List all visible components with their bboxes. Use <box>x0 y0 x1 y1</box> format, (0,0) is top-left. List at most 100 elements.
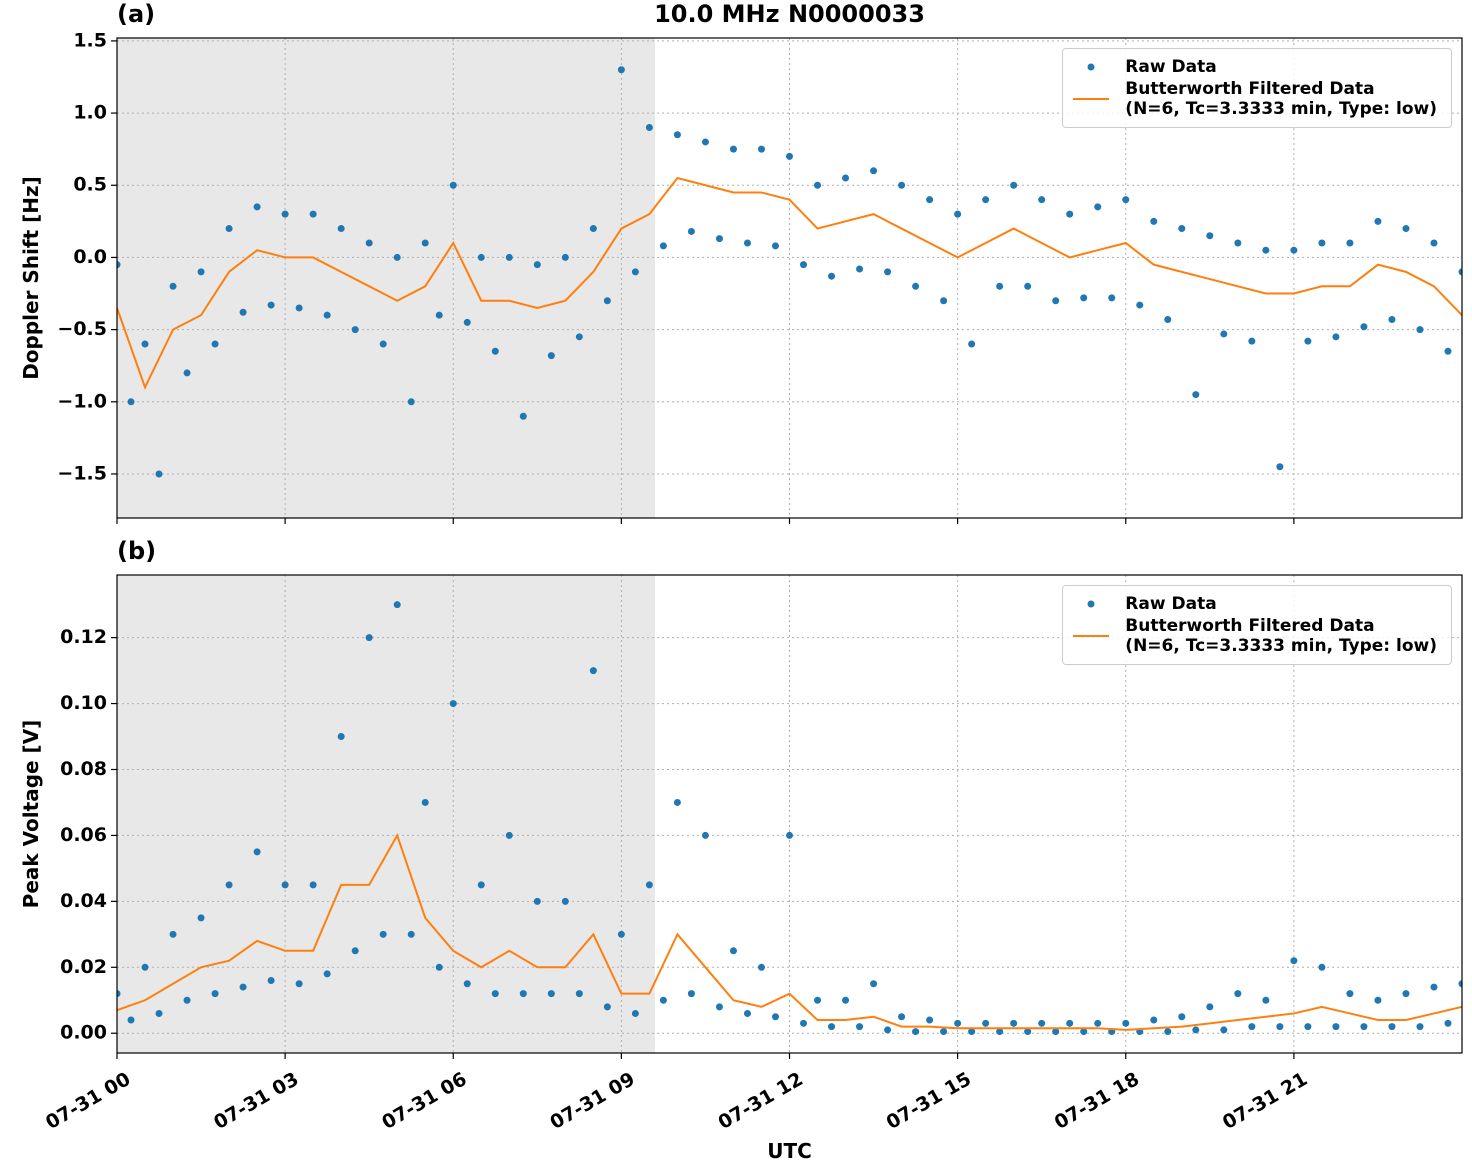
raw-point <box>771 242 779 250</box>
raw-point <box>407 398 415 406</box>
raw-point <box>533 897 541 905</box>
raw-point <box>673 131 681 139</box>
raw-point <box>1262 246 1270 254</box>
raw-point <box>1290 957 1298 965</box>
raw-point <box>1416 1023 1424 1031</box>
raw-point <box>1304 1023 1312 1031</box>
raw-point <box>884 268 892 276</box>
raw-point <box>1178 1013 1186 1021</box>
raw-point <box>603 297 611 305</box>
raw-point <box>449 181 457 189</box>
raw-point <box>421 798 429 806</box>
raw-point <box>281 881 289 889</box>
raw-point <box>183 369 191 377</box>
raw-point <box>673 798 681 806</box>
raw-point <box>645 881 653 889</box>
raw-point <box>687 227 695 235</box>
raw-point <box>1360 323 1368 331</box>
raw-point <box>225 225 233 233</box>
raw-point <box>127 1016 135 1024</box>
raw-point <box>701 138 709 146</box>
raw-point <box>1430 983 1438 991</box>
y-tick-label: 0.12 <box>60 626 107 648</box>
legend-label: Raw Data <box>1125 594 1217 614</box>
raw-point <box>309 210 317 218</box>
legend-dot <box>1087 63 1095 71</box>
raw-point <box>1080 294 1088 302</box>
raw-point <box>926 1016 934 1024</box>
raw-point <box>968 340 976 348</box>
raw-point <box>589 667 597 675</box>
raw-point <box>211 340 219 348</box>
raw-point <box>1108 294 1116 302</box>
raw-point <box>1234 239 1242 247</box>
raw-point <box>1374 217 1382 225</box>
legend-label: Butterworth Filtered Data (N=6, Tc=3.333… <box>1125 616 1437 656</box>
raw-point <box>505 253 513 261</box>
raw-point <box>842 996 850 1004</box>
raw-point <box>1164 316 1172 324</box>
raw-point <box>1332 1023 1340 1031</box>
raw-point <box>323 970 331 978</box>
raw-point <box>295 304 303 312</box>
raw-point <box>239 308 247 316</box>
raw-point <box>1416 326 1424 334</box>
panel-label: (b) <box>117 537 156 565</box>
legend-marker <box>1087 63 1095 71</box>
raw-point <box>1192 391 1200 399</box>
raw-point <box>323 311 331 319</box>
raw-point <box>477 881 485 889</box>
raw-point <box>603 1003 611 1011</box>
y-tick-label: 0.08 <box>60 758 107 780</box>
raw-point <box>1094 1019 1102 1027</box>
raw-point <box>687 990 695 998</box>
raw-point <box>1066 1019 1074 1027</box>
filtered-line <box>117 176 1462 390</box>
raw-point <box>814 181 822 189</box>
raw-point <box>351 326 359 334</box>
raw-point <box>1444 1019 1452 1027</box>
raw-point <box>197 914 205 922</box>
x-tick-label: 07-31 15 <box>883 1068 975 1134</box>
raw-point <box>155 470 163 478</box>
raw-point <box>1178 225 1186 233</box>
raw-point <box>1318 239 1326 247</box>
y-tick-label: 0.06 <box>60 824 107 846</box>
raw-point <box>117 261 121 269</box>
raw-point <box>449 700 457 708</box>
y-tick-label: 0.0 <box>73 246 107 268</box>
raw-point <box>575 990 583 998</box>
raw-point <box>1094 203 1102 211</box>
raw-point <box>828 1023 836 1031</box>
panel-label: (a) <box>117 0 155 28</box>
legend-label: Butterworth Filtered Data (N=6, Tc=3.333… <box>1125 79 1437 119</box>
plot-area <box>117 66 1462 478</box>
raw-point <box>127 398 135 406</box>
raw-point <box>786 831 793 839</box>
raw-point <box>267 301 275 309</box>
raw-point <box>463 980 471 988</box>
raw-point <box>1122 1019 1130 1027</box>
axes-frame <box>116 37 1463 519</box>
raw-point <box>729 947 737 955</box>
raw-point <box>253 203 261 211</box>
raw-point <box>463 318 471 326</box>
raw-point <box>898 181 906 189</box>
raw-point <box>870 980 878 988</box>
y-tick-label: 0.04 <box>60 890 107 912</box>
raw-point <box>1402 225 1410 233</box>
raw-point <box>701 831 709 839</box>
raw-point <box>659 996 667 1004</box>
raw-point <box>757 963 765 971</box>
raw-point <box>1150 217 1158 225</box>
raw-point <box>267 976 275 984</box>
raw-point <box>1332 333 1340 341</box>
raw-point <box>1164 1028 1172 1036</box>
raw-point <box>1248 1023 1256 1031</box>
legend-entry: Raw Data <box>1071 57 1437 77</box>
raw-point <box>1346 239 1354 247</box>
raw-point <box>786 152 793 160</box>
raw-point <box>940 297 948 305</box>
raw-point <box>743 1009 751 1017</box>
raw-point <box>1360 1023 1368 1031</box>
